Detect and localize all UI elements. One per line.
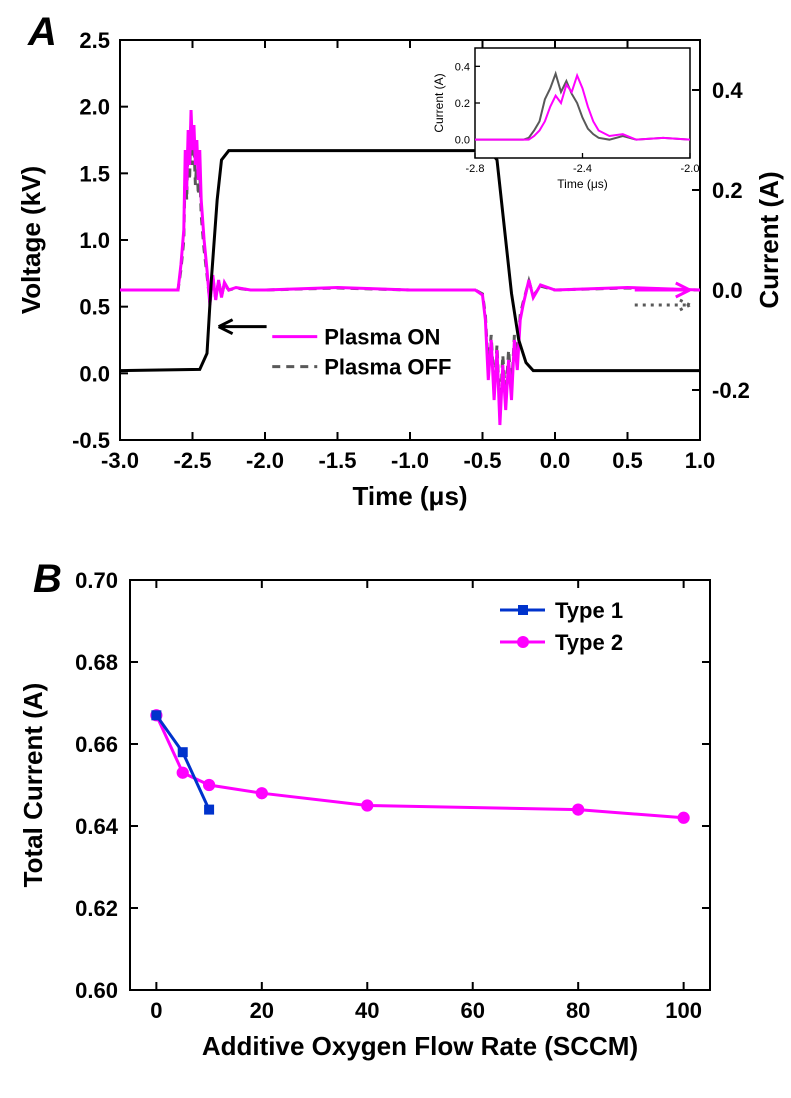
x-tick-label: -2.0: [246, 448, 284, 473]
y-left-tick-label: -0.5: [72, 428, 110, 453]
y-tick-label: 0.70: [75, 568, 118, 593]
type2-marker: [678, 812, 689, 823]
y-left-axis-label: Voltage (kV): [16, 166, 46, 314]
inset-y-label: Current (A): [432, 73, 446, 132]
inset-y-tick: 0.2: [455, 98, 470, 110]
x-tick-label: 20: [250, 998, 274, 1023]
x-tick-label: -2.5: [174, 448, 212, 473]
legend-marker: [518, 605, 528, 615]
panel-b-label: B: [33, 557, 62, 601]
y-right-tick-label: -0.2: [712, 378, 750, 403]
y-tick-label: 0.62: [75, 896, 118, 921]
y-axis-label: Total Current (A): [18, 683, 48, 888]
type2-marker: [256, 788, 267, 799]
x-axis-label: Time (μs): [352, 481, 467, 511]
x-tick-label: -1.0: [391, 448, 429, 473]
inset-frame: [475, 48, 690, 158]
type2-marker: [177, 767, 188, 778]
y-left-tick-label: 0.0: [79, 361, 110, 386]
inset-x-tick: -2.4: [573, 163, 592, 175]
y-right-tick-label: 0.4: [712, 78, 743, 103]
y-left-tick-label: 2.0: [79, 95, 110, 120]
x-tick-label: 80: [566, 998, 590, 1023]
type1-marker: [178, 748, 187, 757]
type2-marker: [362, 800, 373, 811]
inset-x-tick: -2.8: [466, 163, 485, 175]
x-tick-label: 0.0: [540, 448, 571, 473]
panel-a-label: A: [27, 10, 57, 54]
x-axis-label: Additive Oxygen Flow Rate (SCCM): [202, 1031, 638, 1061]
y-right-axis-label: Current (A): [754, 171, 784, 308]
x-tick-label: 0.5: [612, 448, 643, 473]
x-tick-label: 60: [460, 998, 484, 1023]
type1-marker: [205, 805, 214, 814]
x-tick-label: 40: [355, 998, 379, 1023]
legend-label: Type 2: [555, 630, 623, 655]
inset-x-label: Time (μs): [557, 177, 607, 191]
type2-marker: [573, 804, 584, 815]
x-tick-label: -0.5: [464, 448, 502, 473]
legend-label: Plasma OFF: [324, 355, 451, 380]
panel-b-svg: 0 20 40 60 80 100 0.60 0.62 0.64 0.66 0.68 0.70 Addi…: [0, 550, 791, 1098]
y-right-tick-label: 0.0: [712, 278, 743, 303]
type1-marker: [152, 711, 161, 720]
y-left-tick-label: 1.5: [79, 161, 110, 186]
y-left-tick-label: 2.5: [79, 28, 110, 53]
y-tick-label: 0.60: [75, 978, 118, 1003]
legend-label: Type 1: [555, 598, 623, 623]
x-tick-label: 1.0: [685, 448, 716, 473]
inset-y-tick: 0.0: [455, 135, 470, 147]
inset-x-tick: -2.0: [681, 163, 700, 175]
y-tick-label: 0.64: [75, 814, 119, 839]
x-tick-label: -1.5: [319, 448, 357, 473]
y-tick-label: 0.66: [75, 732, 118, 757]
panel-a-svg: -3.0-2.5-2.0-1.5-1.0-0.50.00.51.0-0.50.0…: [0, 0, 791, 560]
y-left-tick-label: 1.0: [79, 228, 110, 253]
type2-marker: [203, 779, 214, 790]
legend-marker: [517, 636, 529, 648]
y-right-tick-label: 0.2: [712, 178, 743, 203]
figure-stage: -3.0-2.5-2.0-1.5-1.0-0.50.00.51.0-0.50.0…: [0, 0, 791, 1098]
legend-label: Plasma ON: [324, 325, 440, 350]
x-tick-label: 100: [665, 998, 702, 1023]
y-tick-label: 0.68: [75, 650, 118, 675]
x-tick-label: 0: [150, 998, 162, 1023]
inset-y-tick: 0.4: [455, 61, 470, 73]
y-left-tick-label: 0.5: [79, 295, 110, 320]
